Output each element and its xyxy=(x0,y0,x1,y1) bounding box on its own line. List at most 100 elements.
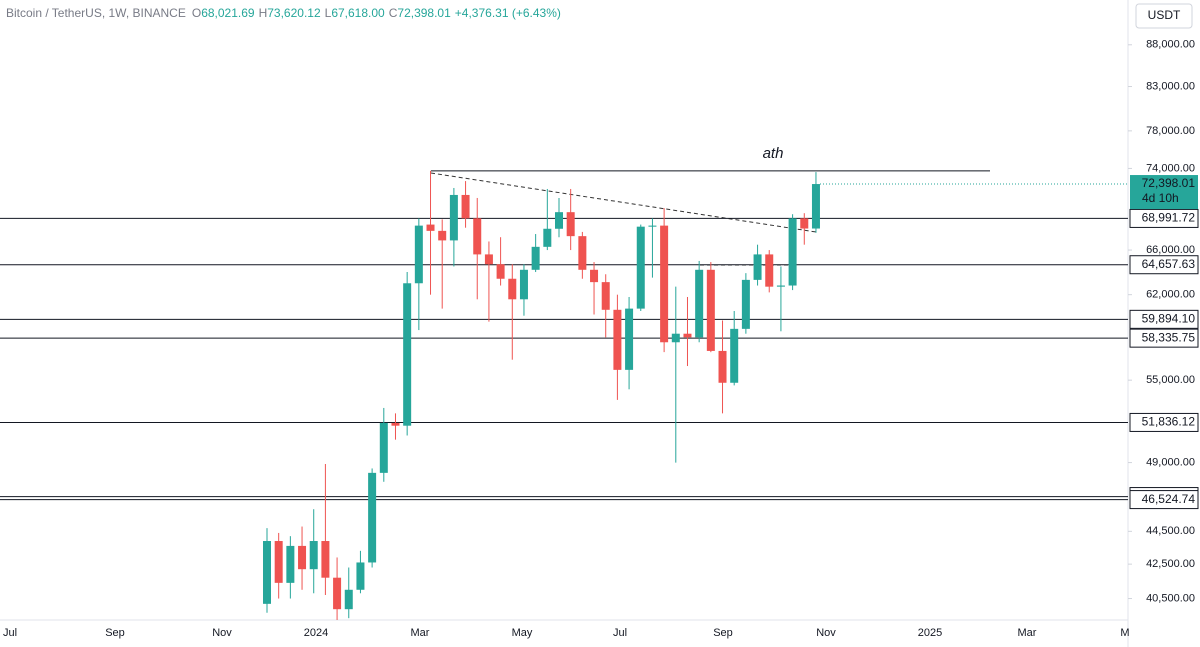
candle-body xyxy=(274,541,283,583)
level-label-box xyxy=(1129,490,1199,510)
candle-body xyxy=(333,577,342,610)
level-label-box xyxy=(1129,328,1199,348)
candle-body xyxy=(298,545,307,570)
field-value: 68,021.69 xyxy=(201,6,255,20)
candle-body xyxy=(695,269,704,338)
candle-body xyxy=(613,309,622,370)
level-label-box xyxy=(1129,412,1199,432)
x-tick-label: 2024 xyxy=(304,627,328,639)
field-key: H xyxy=(259,6,268,20)
candle-body xyxy=(368,472,377,563)
candle-body xyxy=(776,285,785,287)
candle-body xyxy=(519,269,528,300)
x-tick-label: Nov xyxy=(816,627,836,639)
header: Bitcoin / TetherUS, 1W, BINANCE O68,021.6… xyxy=(6,6,561,20)
y-tick-label: 42,500.00 xyxy=(1146,558,1195,570)
x-tick-label: May xyxy=(512,627,533,639)
candle-body xyxy=(426,224,435,231)
candle-body xyxy=(461,194,470,219)
price-axis: 88,000.00 83,000.00 78,000.00 74,000.00 66,0… xyxy=(1128,39,1199,604)
candle-body xyxy=(449,194,458,241)
x-tick-label: 2025 xyxy=(918,627,942,639)
candle-body xyxy=(718,350,727,383)
candle-body xyxy=(811,184,820,229)
countdown-label: 4d 10h xyxy=(1142,191,1179,205)
y-tick-label: 55,000.00 xyxy=(1146,374,1195,386)
candle-body xyxy=(753,254,762,280)
x-tick-label: Nov xyxy=(212,627,232,639)
candle-body xyxy=(414,225,423,284)
candle-body xyxy=(741,279,750,329)
field-value: 72,398.01 xyxy=(397,6,451,20)
level-label: 51,836.12 xyxy=(1142,415,1196,429)
change: +4,376.31 (+6.43%) xyxy=(455,6,561,20)
level-label: 58,335.75 xyxy=(1142,330,1196,344)
x-tick-label: Jul xyxy=(3,627,17,639)
candle-body xyxy=(800,218,809,229)
level-label: 46,524.74 xyxy=(1142,492,1196,506)
annotation-text: ath xyxy=(763,145,784,162)
x-tick-label: Sep xyxy=(713,627,733,639)
candle-body xyxy=(356,562,365,590)
current-price-box xyxy=(1130,175,1198,210)
trend-line xyxy=(430,172,817,233)
candle-body xyxy=(566,212,575,237)
candle-body xyxy=(379,422,388,473)
candle-body xyxy=(730,328,739,383)
x-tick-label: Mar xyxy=(411,627,430,639)
candle-body xyxy=(788,218,797,286)
candle-body xyxy=(636,226,645,309)
y-tick-label: 88,000.00 xyxy=(1146,39,1195,51)
x-tick-label: Sep xyxy=(105,627,125,639)
x-tick-label: M xyxy=(1120,627,1129,639)
field-key: L xyxy=(325,6,332,20)
field-key: O xyxy=(192,6,201,20)
candle-body xyxy=(683,333,692,338)
candle-body xyxy=(625,308,634,370)
candle-body xyxy=(508,278,517,300)
symbol: Bitcoin / TetherUS, 1W, BINANCE xyxy=(6,6,186,20)
candle-body xyxy=(473,218,482,255)
candle-body xyxy=(671,333,680,343)
y-tick-label: 40,500.00 xyxy=(1146,592,1195,604)
plot-area xyxy=(0,170,1128,620)
y-tick-label: 66,000.00 xyxy=(1146,244,1195,256)
y-tick-label: 78,000.00 xyxy=(1146,125,1195,137)
candle-body xyxy=(321,541,330,578)
level-label: 68,991.72 xyxy=(1142,211,1196,225)
y-tick-label: 74,000.00 xyxy=(1146,162,1195,174)
currency-button[interactable] xyxy=(1135,3,1193,29)
candle-body xyxy=(555,212,563,229)
current-price-label: 72,398.01 xyxy=(1142,176,1196,190)
x-tick-label: Jul xyxy=(613,627,627,639)
candle-body xyxy=(403,283,412,426)
field-key: C xyxy=(389,6,398,20)
candle-body xyxy=(590,269,599,283)
level-label: 64,657.63 xyxy=(1142,257,1196,271)
candle-body xyxy=(438,230,447,241)
candle-body xyxy=(578,236,587,270)
candle-body xyxy=(263,541,271,604)
candle-body xyxy=(660,225,669,343)
level-label-box xyxy=(1129,309,1199,329)
y-tick-label: 62,000.00 xyxy=(1146,289,1195,301)
y-tick-label: 49,000.00 xyxy=(1146,456,1195,468)
candle-body xyxy=(706,269,715,351)
field-value: 73,620.12 xyxy=(267,6,321,20)
level-label-box xyxy=(1129,255,1199,275)
level-label: 59,894.10 xyxy=(1142,312,1196,326)
currency-label[interactable]: USDT xyxy=(1148,8,1181,22)
field-value: 67,618.00 xyxy=(331,6,385,20)
y-tick-label: 83,000.00 xyxy=(1146,80,1195,92)
candle-body xyxy=(309,541,318,570)
candle-body xyxy=(601,282,610,310)
candle-body xyxy=(531,246,540,270)
candle-body xyxy=(391,422,400,426)
level-label-box xyxy=(1129,208,1199,228)
y-tick-label: 44,500.00 xyxy=(1146,525,1195,537)
x-tick-label: Mar xyxy=(1018,627,1037,639)
candle-body xyxy=(543,228,552,247)
candle-body xyxy=(286,545,295,583)
